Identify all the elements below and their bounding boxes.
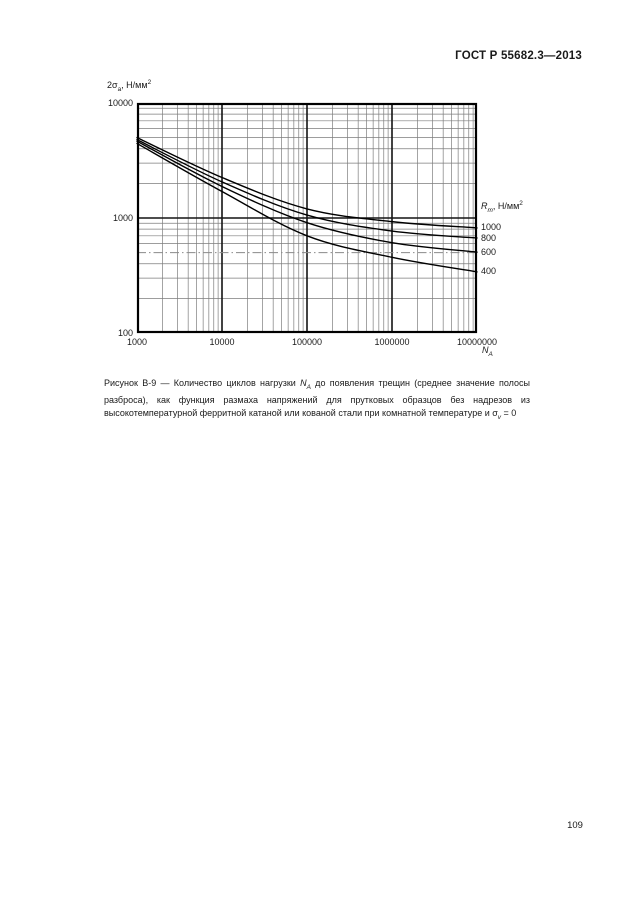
y-axis-title: 2σа, Н/мм2 — [107, 79, 151, 93]
text-fragment: m — [487, 206, 493, 214]
curve-rm-400 — [136, 142, 478, 273]
figure-b9: 2σа, Н/мм2 1000 10000 100000 1000000 1000000… — [0, 0, 630, 380]
y-tick-label: 10000 — [107, 98, 133, 108]
y-tick-label: 100 — [117, 328, 133, 338]
x-tick-label: 1000 — [126, 337, 148, 347]
document-header: ГОСТ Р 55682.3—2013 — [455, 50, 582, 62]
curve-rm-1000 — [136, 136, 478, 229]
text-fragment: 2 — [147, 79, 152, 86]
curve-rm-600 — [136, 140, 478, 253]
text-fragment: = 0 — [501, 407, 517, 418]
x-tick-label: 10000000 — [456, 337, 498, 347]
curve-label-400: 400 — [481, 266, 497, 277]
curve-label-600: 600 — [481, 246, 497, 257]
text-fragment: A — [488, 350, 493, 358]
text-fragment: 2σ — [107, 80, 118, 90]
x-tick-label: 1000000 — [374, 337, 410, 347]
text-fragment: N — [482, 345, 489, 355]
legend-title: Rm, Н/мм2 — [481, 200, 523, 214]
figure-caption: Рисунок В-9 — Количество циклов нагрузки… — [104, 377, 530, 424]
text-fragment: а — [117, 85, 122, 93]
text-fragment: до появления трещин (среднее значение по… — [104, 378, 530, 418]
text-fragment: R — [481, 201, 488, 211]
plot-border — [136, 102, 478, 334]
text-fragment: , Н/мм — [492, 201, 520, 211]
y-tick-label: 1000 — [112, 213, 133, 223]
curve-rm-800 — [136, 138, 478, 239]
text-fragment: v — [497, 413, 502, 421]
curve-label-1000: 1000 — [481, 222, 502, 233]
text-fragment: Рисунок В-9 — Количество циклов нагрузки — [104, 378, 301, 388]
page-number: 109 — [567, 820, 583, 831]
text-fragment: , Н/мм — [121, 80, 148, 90]
x-tick-label: 100000 — [291, 337, 323, 347]
curve-label-800: 800 — [481, 232, 497, 243]
chart-plot-area — [136, 102, 478, 334]
text-fragment: A — [306, 383, 311, 391]
x-tick-label: 10000 — [209, 337, 235, 347]
text-fragment: N — [300, 378, 307, 388]
x-axis-title: NA — [482, 345, 493, 358]
text-fragment: 2 — [519, 200, 523, 207]
